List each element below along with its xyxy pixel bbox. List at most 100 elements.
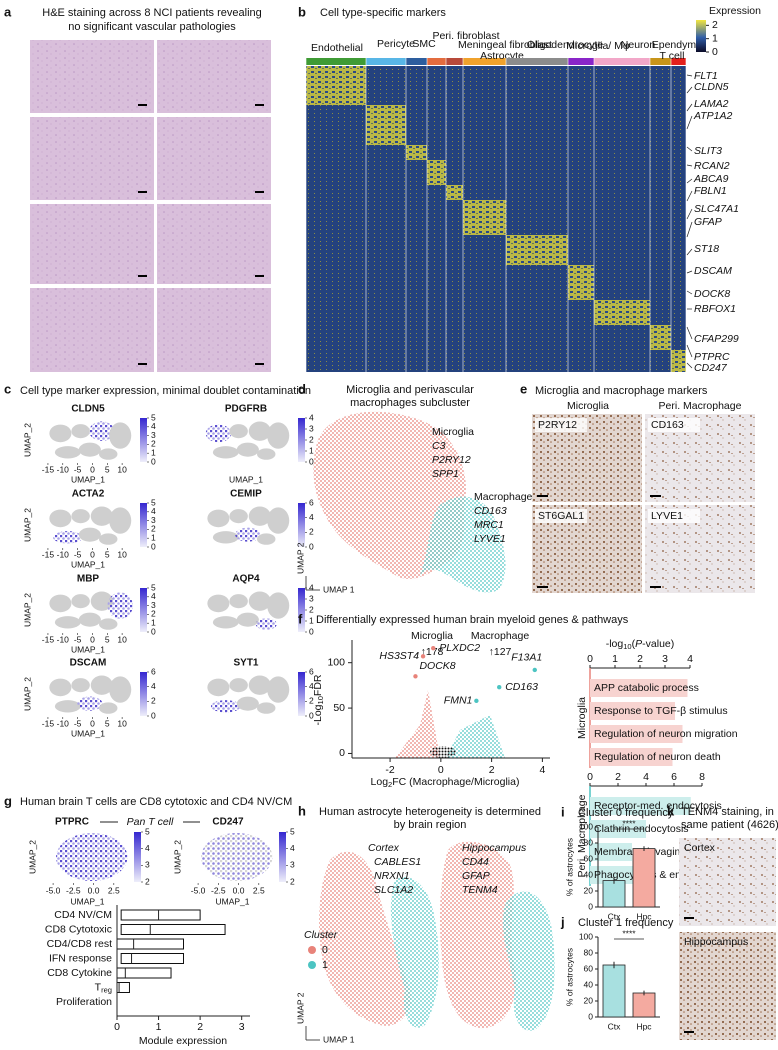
gene-pointer <box>686 362 693 369</box>
cell-type-label: T cell <box>660 50 685 62</box>
pathway-term: APP catabolic process <box>594 682 699 694</box>
gene-label: CABLES1 <box>374 856 421 868</box>
region-label: Hippocampus <box>462 842 527 854</box>
x-tick-label: 0 <box>587 653 593 665</box>
x-tick-label: 1 <box>612 653 618 665</box>
legend-label: 0 <box>322 944 328 956</box>
umap-cluster <box>90 591 113 611</box>
colorbar-tick-label: 3 <box>151 600 156 610</box>
gene-point <box>532 667 537 673</box>
panel-letter: b <box>298 4 306 19</box>
x-axis-label-part: ( <box>632 638 636 650</box>
umap-cluster <box>54 446 81 459</box>
heatmap-block <box>650 325 671 350</box>
colorbar-tick-label: 4 <box>151 591 156 601</box>
panel-letter: a <box>4 4 12 19</box>
gene-pointer <box>686 115 693 130</box>
umap-cloud <box>318 851 411 1026</box>
x-axis-label-part: Log <box>371 776 389 788</box>
x-tick-label: 10 <box>117 634 127 644</box>
gene-pointer <box>686 344 693 358</box>
x-tick-label: -5 <box>74 718 82 728</box>
y-axis-label-part: FDR <box>312 674 324 696</box>
gene-label: MRC1 <box>474 519 504 531</box>
group-label: Macrophage <box>474 491 533 503</box>
colorbar-tick-label: 1 <box>309 615 314 625</box>
colorbar <box>140 503 147 547</box>
panel-title: Human astrocyte heterogeneity is determi… <box>319 806 541 818</box>
x-tick-label: 0 <box>90 718 95 728</box>
gene-label: RBFOX1 <box>694 303 736 315</box>
gene-label: FMN1 <box>444 695 473 707</box>
gene-pointer <box>686 190 693 202</box>
y-tick-label: 0 <box>339 747 345 759</box>
module-label-part: reg <box>101 986 112 995</box>
module-label: Treg <box>95 981 112 994</box>
panel-title: H&E staining across 8 NCI patients revea… <box>42 7 262 19</box>
x-axis-label-part: 2 <box>388 780 392 789</box>
pathway-term: Response to TGF-β stimulus <box>594 705 728 717</box>
y-axis-label: UMAP_2 <box>27 840 37 874</box>
he-image <box>157 288 271 372</box>
significance: **** <box>622 928 636 938</box>
colorbar-tick-label: 3 <box>145 860 150 870</box>
legend-title: Cluster <box>304 929 338 941</box>
x-tick-label: -5 <box>74 549 82 559</box>
colorbar-tick-label: 2 <box>309 696 314 706</box>
umap-highlight <box>77 696 103 711</box>
x-axis-label: UMAP 1 <box>323 1034 355 1044</box>
heatmap-block <box>463 200 506 235</box>
umap-cluster <box>99 618 118 630</box>
module-label: CD8 Cytotoxic <box>45 923 112 935</box>
module-label-part: T <box>95 981 102 993</box>
x-tick-label: 0.0 <box>233 885 245 895</box>
gene-point <box>474 698 479 704</box>
colorbar-tick-label: 2 <box>151 524 156 534</box>
cell-type-label: Meningeal fibroblast <box>458 39 552 51</box>
column-header: Microglia <box>567 400 609 412</box>
x-axis-label: UMAP_1 <box>71 474 105 484</box>
x-tick-label: -2 <box>385 764 394 776</box>
umap-cluster <box>78 442 101 457</box>
panel-title: TENM4 staining, in <box>681 806 774 818</box>
umap-cluster <box>71 509 90 524</box>
x-tick-label: 4 <box>539 764 545 776</box>
group-label: Peri. Macrophage <box>576 794 588 877</box>
y-tick-label: 100 <box>327 656 345 668</box>
y-tick-label: 0 <box>588 1011 593 1021</box>
panel-letter: g <box>4 793 12 808</box>
x-tick-label: -15 <box>42 634 55 644</box>
x-tick-label: 4 <box>643 771 649 783</box>
umap-highlight <box>52 531 83 544</box>
gene-label: CD163 <box>505 681 538 693</box>
umap-cloud <box>201 833 273 881</box>
colorbar-tick-label: 4 <box>151 421 156 431</box>
gene-point <box>420 654 426 659</box>
colorbar-tick-label: 1 <box>151 617 156 627</box>
x-tick-label: Ctx <box>608 1021 622 1031</box>
module-range <box>116 938 184 950</box>
y-tick-label: 60 <box>584 853 594 863</box>
cell-type-label: Oligodendrocyte <box>527 39 604 51</box>
x-tick-label: 10 <box>117 718 127 728</box>
colorbar-tick-label: 5 <box>151 497 156 507</box>
volcano-cloud <box>446 715 505 758</box>
gene-label: ABCA9 <box>693 173 729 185</box>
colorbar <box>298 588 305 632</box>
panel-title: no significant vascular pathologies <box>68 21 236 33</box>
cell-type-label: Neuron <box>621 39 656 51</box>
x-tick-label: -5 <box>74 464 82 474</box>
panel-title: Differentially expressed human brain mye… <box>316 614 629 626</box>
volcano-cloud <box>395 690 440 758</box>
colorbar-tick-label: 3 <box>151 515 156 525</box>
cell-type-label: Ependymal <box>652 39 705 51</box>
colorbar <box>298 503 305 547</box>
umap-cluster <box>207 594 230 613</box>
gene-pointer <box>686 270 693 274</box>
cell-type-label: SMC <box>412 38 436 50</box>
panel-letter: j <box>560 914 565 929</box>
umap-highlight <box>89 421 115 441</box>
gene-label: C3 <box>432 440 446 452</box>
he-image <box>30 204 154 284</box>
y-tick-label: 50 <box>333 702 345 714</box>
